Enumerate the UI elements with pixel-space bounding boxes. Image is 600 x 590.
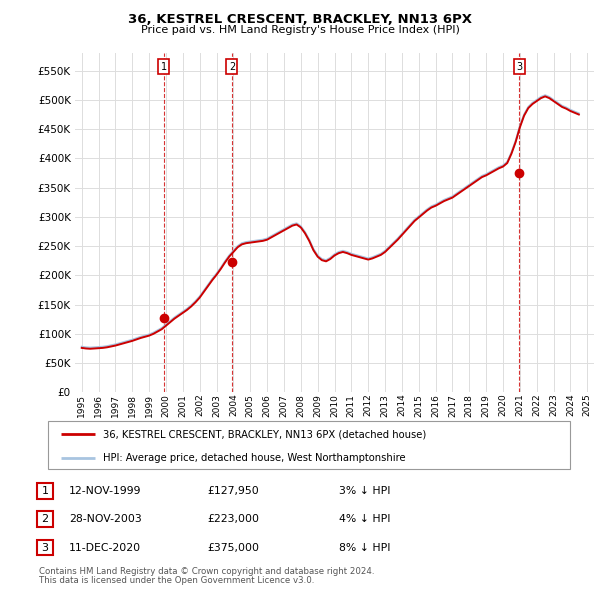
Text: 8% ↓ HPI: 8% ↓ HPI — [339, 543, 391, 552]
Text: 1: 1 — [161, 61, 167, 71]
Text: 1: 1 — [41, 486, 49, 496]
Text: £375,000: £375,000 — [207, 543, 259, 552]
Text: Contains HM Land Registry data © Crown copyright and database right 2024.: Contains HM Land Registry data © Crown c… — [39, 566, 374, 576]
Text: 11-DEC-2020: 11-DEC-2020 — [69, 543, 141, 552]
Text: 4% ↓ HPI: 4% ↓ HPI — [339, 514, 391, 524]
Text: £127,950: £127,950 — [207, 486, 259, 496]
Text: Price paid vs. HM Land Registry's House Price Index (HPI): Price paid vs. HM Land Registry's House … — [140, 25, 460, 35]
Text: 2: 2 — [41, 514, 49, 524]
Text: 2: 2 — [229, 61, 235, 71]
Text: 3% ↓ HPI: 3% ↓ HPI — [339, 486, 391, 496]
Text: 3: 3 — [41, 543, 49, 552]
Text: 36, KESTREL CRESCENT, BRACKLEY, NN13 6PX (detached house): 36, KESTREL CRESCENT, BRACKLEY, NN13 6PX… — [103, 429, 426, 439]
Text: 3: 3 — [516, 61, 522, 71]
Text: 36, KESTREL CRESCENT, BRACKLEY, NN13 6PX: 36, KESTREL CRESCENT, BRACKLEY, NN13 6PX — [128, 13, 472, 26]
Text: 28-NOV-2003: 28-NOV-2003 — [69, 514, 142, 524]
Text: This data is licensed under the Open Government Licence v3.0.: This data is licensed under the Open Gov… — [39, 576, 314, 585]
Text: £223,000: £223,000 — [207, 514, 259, 524]
Text: HPI: Average price, detached house, West Northamptonshire: HPI: Average price, detached house, West… — [103, 453, 406, 463]
Text: 12-NOV-1999: 12-NOV-1999 — [69, 486, 142, 496]
